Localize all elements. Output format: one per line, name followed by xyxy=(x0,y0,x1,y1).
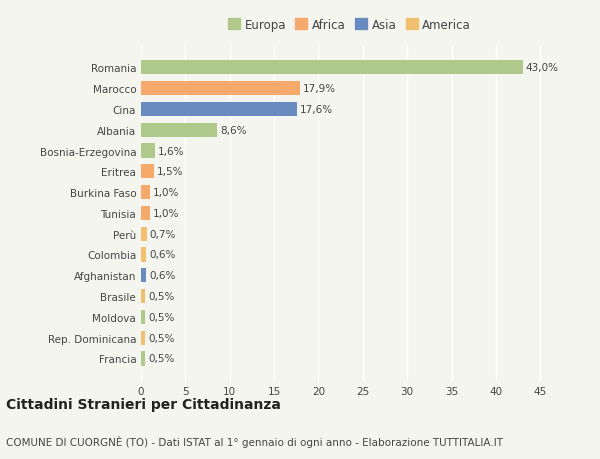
Bar xyxy=(141,103,297,117)
Bar xyxy=(141,61,523,75)
Bar xyxy=(141,310,145,324)
Text: 17,6%: 17,6% xyxy=(300,105,333,115)
Bar xyxy=(141,248,146,262)
Text: 17,9%: 17,9% xyxy=(302,84,335,94)
Text: 1,6%: 1,6% xyxy=(158,146,184,156)
Bar xyxy=(141,331,145,345)
Text: 0,5%: 0,5% xyxy=(148,312,175,322)
Text: Cittadini Stranieri per Cittadinanza: Cittadini Stranieri per Cittadinanza xyxy=(6,397,281,412)
Bar xyxy=(141,227,147,241)
Text: 0,5%: 0,5% xyxy=(148,291,175,302)
Text: 1,0%: 1,0% xyxy=(152,208,179,218)
Bar xyxy=(141,123,217,138)
Bar xyxy=(141,289,145,303)
Bar xyxy=(141,185,150,200)
Bar xyxy=(141,144,155,158)
Text: 0,6%: 0,6% xyxy=(149,271,175,280)
Text: 8,6%: 8,6% xyxy=(220,125,247,135)
Text: 1,0%: 1,0% xyxy=(152,188,179,198)
Text: 0,6%: 0,6% xyxy=(149,250,175,260)
Bar xyxy=(141,269,146,283)
Text: 0,5%: 0,5% xyxy=(148,354,175,364)
Text: 0,7%: 0,7% xyxy=(150,229,176,239)
Text: 1,5%: 1,5% xyxy=(157,167,184,177)
Legend: Europa, Africa, Asia, America: Europa, Africa, Asia, America xyxy=(224,15,475,35)
Text: 0,5%: 0,5% xyxy=(148,333,175,343)
Text: 43,0%: 43,0% xyxy=(525,63,558,73)
Bar xyxy=(141,165,154,179)
Text: COMUNE DI CUORGNÈ (TO) - Dati ISTAT al 1° gennaio di ogni anno - Elaborazione TU: COMUNE DI CUORGNÈ (TO) - Dati ISTAT al 1… xyxy=(6,435,503,447)
Bar xyxy=(141,352,145,366)
Bar xyxy=(141,82,300,96)
Bar xyxy=(141,207,150,220)
